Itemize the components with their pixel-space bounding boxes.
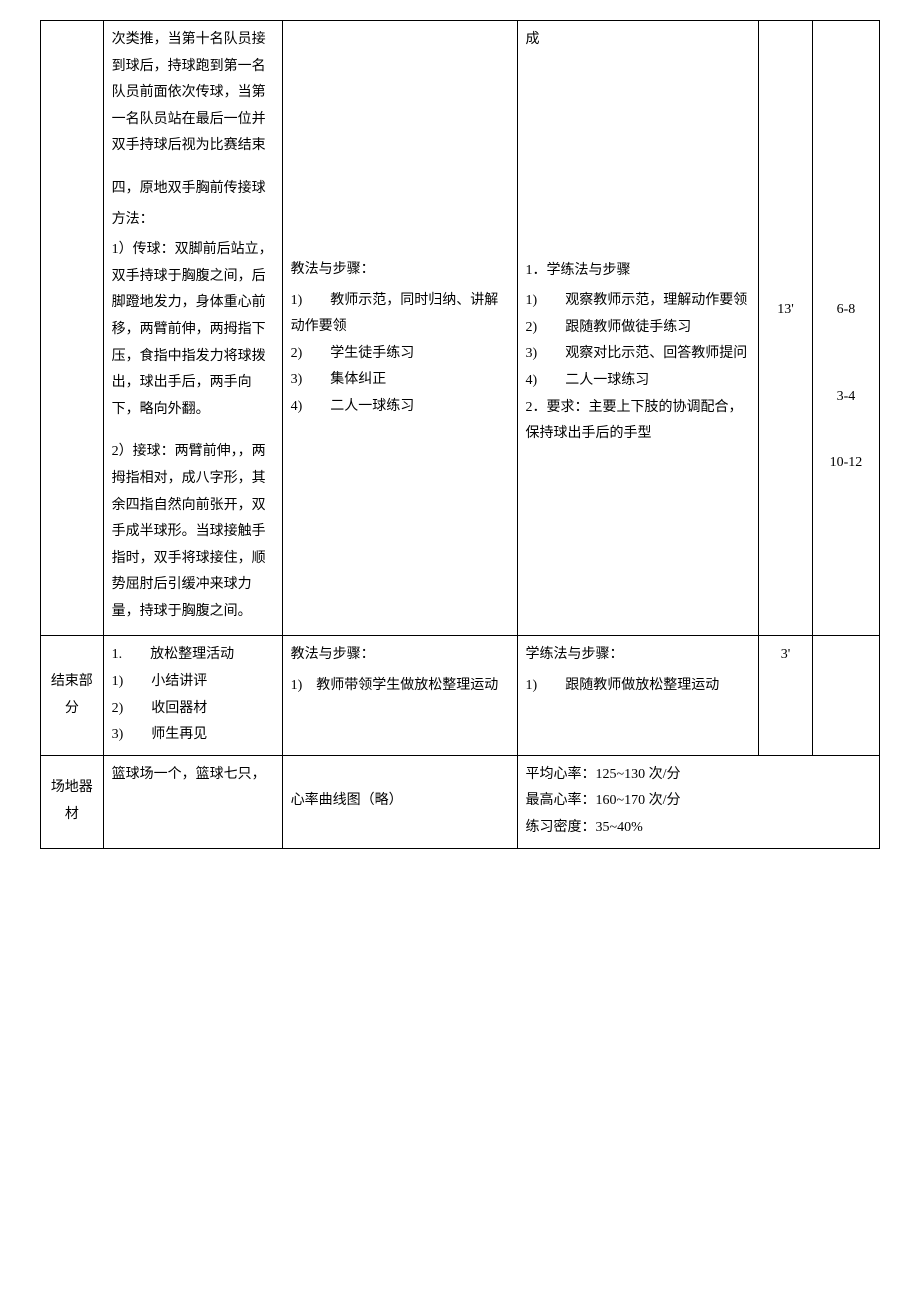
learn-title: 1．学练法与步骤 [526,258,751,285]
learn-item: 4) 二人一球练习 [526,368,751,395]
learning-cell: 学练法与步骤： 1) 跟随教师做放松整理运动 [517,636,759,755]
teach-item: 4) 二人一球练习 [291,394,509,421]
learn-title: 学练法与步骤： [526,642,751,669]
learn-item: 2) 跟随教师做徒手练习 [526,315,751,342]
teach-title: 教法与步骤： [291,642,509,669]
content-item: 1) 小结讲评 [112,669,274,696]
lesson-plan-table: 次类推，当第十名队员接到球后，持球跑到第一名队员前面依次传球，当第一名队员站在最… [40,20,880,849]
content-cell: 次类推，当第十名队员接到球后，持球跑到第一名队员前面依次传球，当第一名队员站在最… [103,21,282,636]
learn-req: 2．要求：主要上下肢的协调配合，保持球出手后的手型 [526,395,751,448]
teach-item: 1) 教师带领学生做放松整理运动 [291,673,509,700]
stat-max-hr: 最高心率：160~170 次/分 [526,788,871,815]
teaching-cell: 教法与步骤： 1) 教师示范，同时归纳、讲解动作要领 2) 学生徒手练习 3) … [282,21,517,636]
reps-cell-empty [812,636,879,755]
section-equipment: 场地器材 [41,755,104,848]
reps-value: 10-12 [821,450,871,477]
stats-cell: 平均心率：125~130 次/分 最高心率：160~170 次/分 练习密度：3… [517,755,879,848]
equipment-text: 篮球场一个，篮球七只， [112,767,266,782]
teaching-cell: 心率曲线图（略） [282,755,517,848]
content-title: 1. 放松整理活动 [112,642,274,669]
stat-density: 练习密度：35~40% [526,815,871,842]
stat-avg-hr: 平均心率：125~130 次/分 [526,762,871,789]
teach-title: 教法与步骤： [291,257,509,284]
teach-item: 3) 集体纠正 [291,367,509,394]
content-b-item2: 2）接球：两臂前伸，，两拇指相对，成八字形，其余四指自然向前张开，双手成半球形。… [112,439,274,625]
time-value: 3' [781,647,791,662]
lesson-plan-page: 次类推，当第十名队员接到球后，持球跑到第一名队员前面依次传球，当第一名队员站在最… [0,0,920,869]
time-cell: 13' [759,21,813,636]
learn-item: 3) 观察对比示范、回答教师提问 [526,341,751,368]
teach-item: 2) 学生徒手练习 [291,341,509,368]
content-item: 3) 师生再见 [112,722,274,749]
content-b-method-label: 方法： [112,207,274,234]
table-row: 场地器材 篮球场一个，篮球七只， 心率曲线图（略） 平均心率：125~130 次… [41,755,880,848]
content-item: 2) 收回器材 [112,696,274,723]
reps-value: 6-8 [821,297,871,324]
section-end: 结束部分 [41,636,104,755]
time-value: 13' [777,302,794,317]
content-text-a: 次类推，当第十名队员接到球后，持球跑到第一名队员前面依次传球，当第一名队员站在最… [112,27,274,160]
table-row: 结束部分 1. 放松整理活动 1) 小结讲评 2) 收回器材 3) 师生再见 教… [41,636,880,755]
content-cell: 篮球场一个，篮球七只， [103,755,282,848]
content-b-item1: 1）传球：双脚前后站立，双手持球于胸腹之间，后脚蹬地发力，身体重心前移，两臂前伸… [112,237,274,423]
time-cell: 3' [759,636,813,755]
learn-top: 成 [526,27,751,54]
heart-rate-chart-label: 心率曲线图（略） [291,793,403,808]
teaching-cell: 教法与步骤： 1) 教师带领学生做放松整理运动 [282,636,517,755]
reps-cell: 6-8 3-4 10-12 [812,21,879,636]
section-cell-empty [41,21,104,636]
content-b-title: 四，原地双手胸前传接球 [112,176,274,203]
learn-item: 1) 跟随教师做放松整理运动 [526,673,751,700]
teach-item: 1) 教师示范，同时归纳、讲解动作要领 [291,288,509,341]
learning-cell: 成 1．学练法与步骤 1) 观察教师示范，理解动作要领 2) 跟随教师做徒手练习… [517,21,759,636]
table-row: 次类推，当第十名队员接到球后，持球跑到第一名队员前面依次传球，当第一名队员站在最… [41,21,880,636]
reps-value: 3-4 [821,384,871,411]
learn-item: 1) 观察教师示范，理解动作要领 [526,288,751,315]
content-cell: 1. 放松整理活动 1) 小结讲评 2) 收回器材 3) 师生再见 [103,636,282,755]
